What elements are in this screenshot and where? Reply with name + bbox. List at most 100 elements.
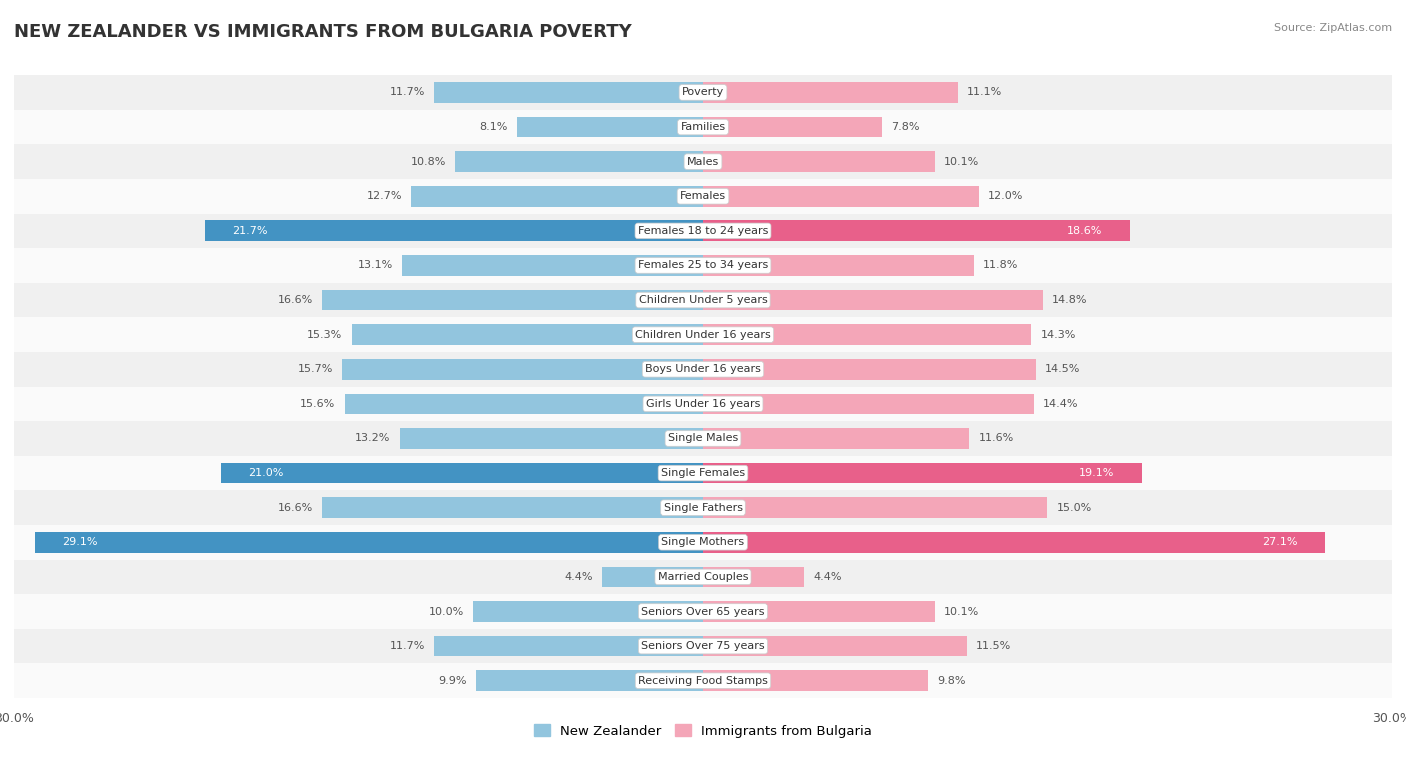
Bar [412, 186, 703, 207]
Text: Source: ZipAtlas.com: Source: ZipAtlas.com [1274, 23, 1392, 33]
Bar [402, 255, 703, 276]
Bar [475, 670, 703, 691]
Text: 11.8%: 11.8% [983, 261, 1018, 271]
Text: Children Under 16 years: Children Under 16 years [636, 330, 770, 340]
Text: Females 18 to 24 years: Females 18 to 24 years [638, 226, 768, 236]
Text: Females: Females [681, 191, 725, 202]
Text: 12.7%: 12.7% [367, 191, 402, 202]
Bar [703, 324, 1032, 345]
Bar [14, 559, 1392, 594]
Bar [703, 428, 969, 449]
Bar [703, 497, 1047, 518]
Text: 14.8%: 14.8% [1052, 295, 1088, 305]
Bar [434, 82, 703, 103]
Bar [14, 456, 1392, 490]
Text: 7.8%: 7.8% [891, 122, 920, 132]
Text: Girls Under 16 years: Girls Under 16 years [645, 399, 761, 409]
Bar [456, 152, 703, 172]
Text: 16.6%: 16.6% [277, 503, 312, 512]
Text: 11.7%: 11.7% [389, 641, 425, 651]
Bar [703, 152, 935, 172]
Text: NEW ZEALANDER VS IMMIGRANTS FROM BULGARIA POVERTY: NEW ZEALANDER VS IMMIGRANTS FROM BULGARI… [14, 23, 631, 41]
Bar [703, 566, 804, 587]
Bar [205, 221, 703, 241]
Text: 13.1%: 13.1% [357, 261, 392, 271]
Text: 11.5%: 11.5% [976, 641, 1011, 651]
Bar [221, 462, 703, 484]
Text: Poverty: Poverty [682, 87, 724, 98]
Text: 15.0%: 15.0% [1057, 503, 1092, 512]
Text: 15.3%: 15.3% [307, 330, 343, 340]
Text: Boys Under 16 years: Boys Under 16 years [645, 365, 761, 374]
Text: Single Males: Single Males [668, 434, 738, 443]
Bar [474, 601, 703, 622]
Bar [703, 82, 957, 103]
Text: Married Couples: Married Couples [658, 572, 748, 582]
Bar [703, 221, 1130, 241]
Text: Children Under 5 years: Children Under 5 years [638, 295, 768, 305]
Text: 27.1%: 27.1% [1263, 537, 1298, 547]
Bar [14, 352, 1392, 387]
Text: Seniors Over 65 years: Seniors Over 65 years [641, 606, 765, 616]
Bar [14, 663, 1392, 698]
Bar [14, 248, 1392, 283]
Text: Receiving Food Stamps: Receiving Food Stamps [638, 675, 768, 686]
Bar [14, 110, 1392, 144]
Text: 16.6%: 16.6% [277, 295, 312, 305]
Bar [703, 462, 1142, 484]
Bar [14, 318, 1392, 352]
Text: 9.9%: 9.9% [437, 675, 467, 686]
Bar [14, 525, 1392, 559]
Text: Males: Males [688, 157, 718, 167]
Bar [703, 359, 1036, 380]
Text: Single Females: Single Females [661, 468, 745, 478]
Bar [14, 75, 1392, 110]
Text: Seniors Over 75 years: Seniors Over 75 years [641, 641, 765, 651]
Bar [14, 421, 1392, 456]
Text: 10.1%: 10.1% [945, 157, 980, 167]
Text: 21.7%: 21.7% [232, 226, 267, 236]
Legend: New Zealander, Immigrants from Bulgaria: New Zealander, Immigrants from Bulgaria [529, 719, 877, 743]
Bar [517, 117, 703, 137]
Text: 9.8%: 9.8% [938, 675, 966, 686]
Bar [703, 393, 1033, 415]
Text: 18.6%: 18.6% [1067, 226, 1102, 236]
Bar [703, 255, 974, 276]
Bar [434, 636, 703, 656]
Text: 29.1%: 29.1% [62, 537, 98, 547]
Text: 14.3%: 14.3% [1040, 330, 1076, 340]
Text: Females 25 to 34 years: Females 25 to 34 years [638, 261, 768, 271]
Text: 13.2%: 13.2% [356, 434, 391, 443]
Text: 12.0%: 12.0% [988, 191, 1024, 202]
Text: 4.4%: 4.4% [564, 572, 593, 582]
Bar [703, 636, 967, 656]
Text: 8.1%: 8.1% [479, 122, 508, 132]
Text: 14.4%: 14.4% [1043, 399, 1078, 409]
Text: 10.1%: 10.1% [945, 606, 980, 616]
Bar [352, 324, 703, 345]
Bar [14, 387, 1392, 421]
Bar [14, 179, 1392, 214]
Text: Single Mothers: Single Mothers [661, 537, 745, 547]
Bar [14, 490, 1392, 525]
Bar [703, 601, 935, 622]
Text: 10.8%: 10.8% [411, 157, 446, 167]
Bar [322, 290, 703, 311]
Text: 10.0%: 10.0% [429, 606, 464, 616]
Bar [343, 359, 703, 380]
Bar [703, 532, 1326, 553]
Text: 11.7%: 11.7% [389, 87, 425, 98]
Text: 11.1%: 11.1% [967, 87, 1002, 98]
Bar [14, 144, 1392, 179]
Bar [322, 497, 703, 518]
Bar [14, 594, 1392, 629]
Bar [703, 117, 882, 137]
Bar [602, 566, 703, 587]
Text: Families: Families [681, 122, 725, 132]
Text: Single Fathers: Single Fathers [664, 503, 742, 512]
Text: 14.5%: 14.5% [1045, 365, 1081, 374]
Bar [703, 290, 1043, 311]
Bar [703, 670, 928, 691]
Bar [399, 428, 703, 449]
Bar [35, 532, 703, 553]
